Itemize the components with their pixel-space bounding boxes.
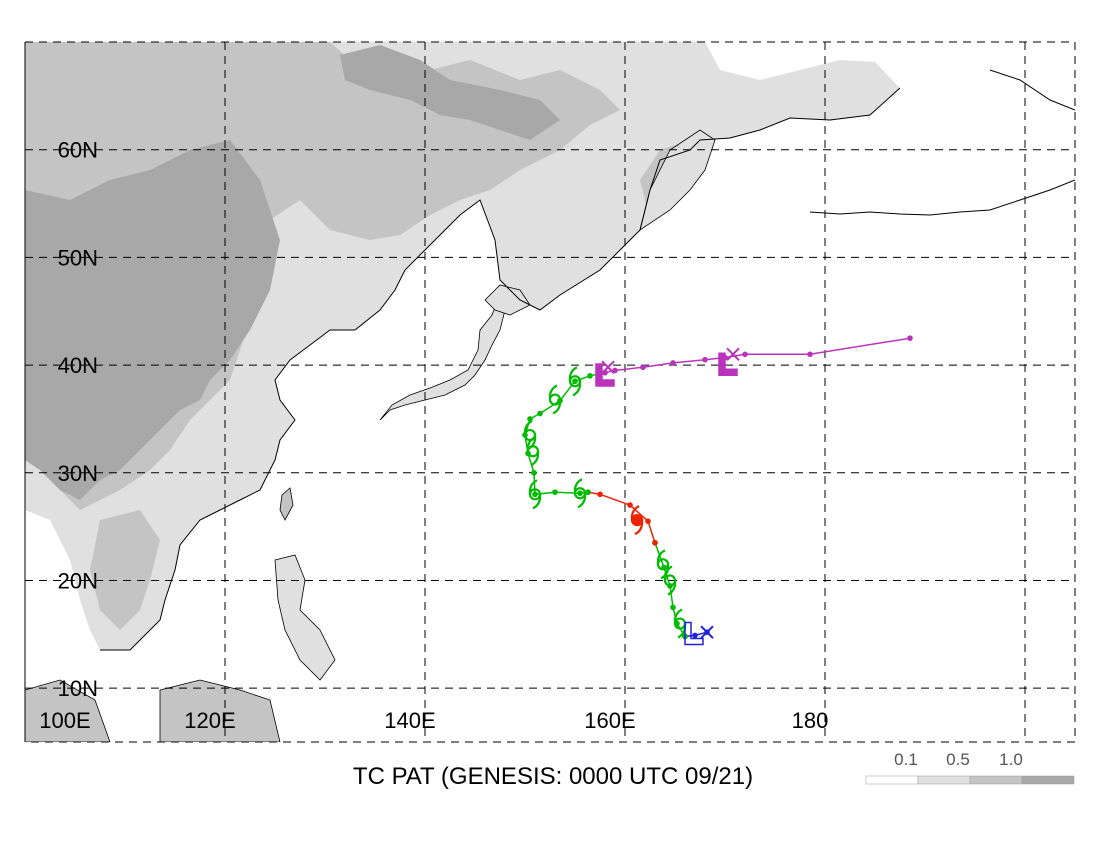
track-point-4-7 xyxy=(807,351,813,358)
legend-label-2: 1.0 xyxy=(999,750,1023,769)
lon-label-160: 160E xyxy=(584,708,635,733)
track-point-4-2 xyxy=(640,364,646,371)
track-point-4-3 xyxy=(670,360,676,366)
track-point-2-3 xyxy=(597,491,603,498)
land-sumatra-malay xyxy=(25,679,111,742)
lon-label-180: 180 xyxy=(792,708,829,733)
map-frame xyxy=(24,41,1076,743)
lat-label-40: 40N xyxy=(58,353,98,378)
legend-swatch-3 xyxy=(1021,775,1075,785)
storm-symbol-4 xyxy=(573,478,587,509)
marker-low-2 xyxy=(595,363,615,387)
land-kamchatka xyxy=(639,129,716,231)
storm-symbol-6 xyxy=(526,436,540,467)
storm-symbol-8 xyxy=(568,366,582,397)
track-point-0-1 xyxy=(692,632,698,639)
legend-swatch-1 xyxy=(917,775,971,785)
lon-label-140: 140E xyxy=(384,708,435,733)
track-point-4-4 xyxy=(702,356,708,363)
coastline-alaska xyxy=(809,69,1075,216)
legend-swatch-2 xyxy=(969,775,1023,785)
legend-label-0: 0.1 xyxy=(894,750,918,769)
lon-label-100: 100E xyxy=(39,708,90,733)
marker-x-1 xyxy=(700,625,714,639)
land-mid-shade-3 xyxy=(90,510,160,630)
tc-symbols xyxy=(523,347,740,646)
land-dark-shade-3 xyxy=(180,170,250,240)
storm-symbol-7 xyxy=(548,384,562,415)
marker-x-3 xyxy=(601,360,615,374)
lat-label-60: 60N xyxy=(58,138,98,163)
track-point-1-2 xyxy=(670,604,676,611)
land-dark-shade-2 xyxy=(340,45,560,140)
track-point-3-10 xyxy=(572,378,578,385)
marker-low-0 xyxy=(684,621,704,646)
track-point-2-0 xyxy=(652,539,658,546)
land-borneo xyxy=(159,679,281,742)
track-point-3-0 xyxy=(585,489,591,495)
track-point-3-8 xyxy=(537,410,543,417)
lat-label-50: 50N xyxy=(58,245,98,270)
map-title: TC PAT (GENESIS: 0000 UTC 09/21) xyxy=(353,763,753,790)
legend-swatch-0 xyxy=(865,775,919,785)
track-point-3-2 xyxy=(552,489,558,495)
track-point-3-4 xyxy=(531,469,537,476)
track-point-2-2 xyxy=(627,502,633,508)
shading-legend: 0.1 0.5 1.0 xyxy=(865,750,1075,785)
track-point-4-6 xyxy=(742,351,748,358)
lat-label-10: 10N xyxy=(58,676,98,701)
longitude-labels: 100E 120E 140E 160E 180 xyxy=(39,708,828,733)
lat-label-20: 20N xyxy=(58,568,98,593)
lat-label-30: 30N xyxy=(58,461,98,486)
track-point-4-8 xyxy=(907,335,913,341)
storm-symbol-2 xyxy=(656,549,670,580)
typhoon-symbol-0 xyxy=(630,505,644,536)
latitude-labels: 10N 20N 30N 40N 50N 60N xyxy=(58,138,98,701)
track-point-3-3 xyxy=(532,491,538,498)
track-point-3-11 xyxy=(587,373,593,379)
marker-low-4 xyxy=(718,352,738,376)
track-point-3-7 xyxy=(527,416,533,422)
marker-x-5 xyxy=(726,347,740,362)
storm-symbol-3 xyxy=(528,479,542,510)
track-point-2-1 xyxy=(645,518,651,525)
lon-label-120: 120E xyxy=(184,708,235,733)
coastline-asia xyxy=(100,87,901,651)
legend-label-1: 0.5 xyxy=(946,750,970,769)
track-point-3-1 xyxy=(577,490,583,497)
land-philippines xyxy=(274,554,336,681)
land-taiwan xyxy=(279,487,294,521)
